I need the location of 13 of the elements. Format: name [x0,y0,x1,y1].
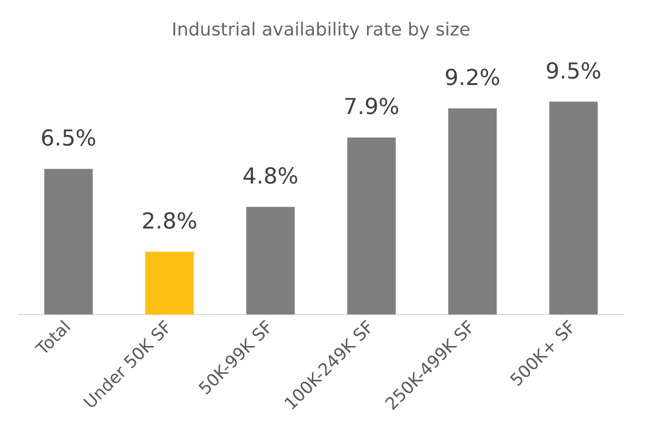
data-label: 9.2% [444,66,500,92]
data-label: 7.9% [344,95,400,120]
data-label: 6.5% [40,126,96,152]
bar [145,252,194,314]
bar [347,137,396,314]
bar [549,102,598,314]
bar [448,108,497,314]
chart-title: Industrial availability rate by size [172,19,470,40]
data-label: 4.8% [242,164,298,190]
bar [44,168,93,314]
data-label: 2.8% [142,209,198,234]
data-label: 9.5% [546,59,602,84]
bar [246,206,295,314]
